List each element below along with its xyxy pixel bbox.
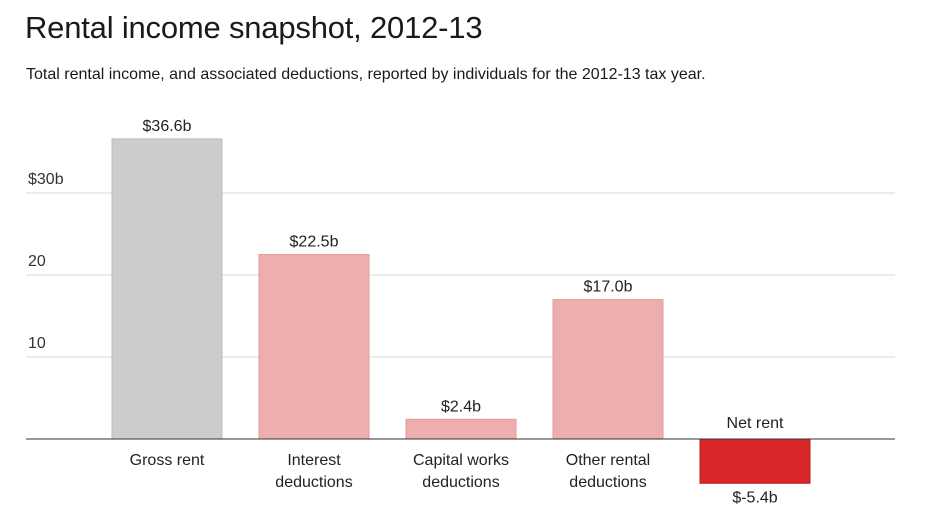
bars (111, 138, 811, 484)
y-tick-label: $30b (28, 171, 64, 188)
chart-title: Rental income snapshot, 2012-13 (25, 10, 483, 45)
value-label: $2.4b (441, 398, 481, 415)
category-label: Capital works deductions (413, 452, 509, 491)
category-label: Interest deductions (275, 452, 352, 491)
chart-subtitle: Total rental income, and associated dedu… (26, 66, 706, 83)
bar-other-rental-deductions (552, 299, 664, 440)
category-label: Other rental deductions (566, 452, 650, 491)
bar-net-rent (699, 438, 811, 484)
value-label: $17.0b (584, 279, 633, 296)
value-label: $22.5b (290, 234, 339, 251)
value-label: $-5.4b (732, 489, 777, 506)
bar-interest-deductions (258, 254, 370, 440)
y-tick-label: 20 (28, 253, 46, 270)
category-label: Gross rent (130, 452, 205, 469)
value-label: $36.6b (143, 118, 192, 135)
bar-gross-rent (111, 138, 223, 440)
labels: $36.6b Gross rent $22.5b Interest deductions… (26, 118, 895, 506)
bar-capital-works-deductions (405, 418, 517, 440)
category-label: Net rent (727, 415, 784, 432)
y-tick-label: 10 (28, 335, 46, 352)
